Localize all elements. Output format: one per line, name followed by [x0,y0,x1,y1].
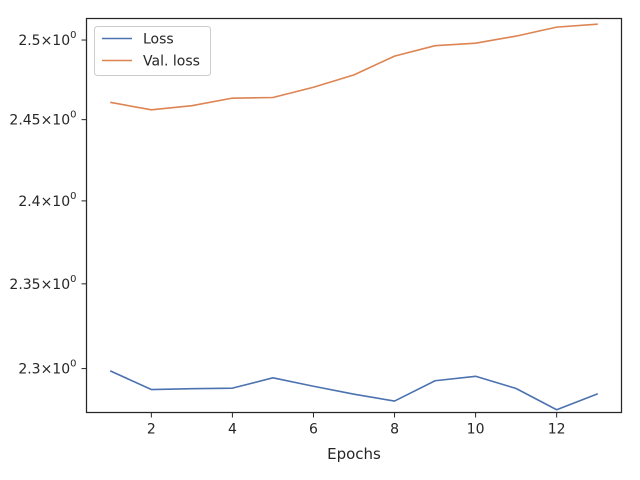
x-tick-label: 6 [309,422,318,438]
plot-frame [85,17,623,414]
series-lines [110,23,598,411]
y-tick-label: 2.35×100 [9,274,76,293]
y-tick-label: 2.5×100 [18,30,76,49]
x-tick-label: 10 [467,422,485,438]
y-tick-label: 2.3×100 [18,359,76,378]
series-line-val-loss [110,23,598,111]
legend-label-loss: Loss [143,32,174,48]
x-tick-label: 4 [228,422,237,438]
x-axis-title: Epochs [327,445,381,463]
x-tick-label: 12 [548,422,566,438]
x-axis-ticks: 2 4 6 8 10 12 [147,412,566,438]
x-tick-label: 2 [147,422,156,438]
y-axis-ticks: 2.3×100 2.35×100 2.4×100 2.45×100 2.5×100 [9,30,87,378]
legend-entries: Loss Val. loss [102,32,200,70]
legend: Loss Val. loss [94,26,211,76]
x-tick-label: 8 [390,422,399,438]
series-val-loss [110,23,598,111]
legend-label-val-loss: Val. loss [143,54,200,70]
y-tick-label: 2.45×100 [9,110,76,129]
series-line-loss [110,370,598,411]
y-tick-label: 2.4×100 [18,191,76,210]
series-loss [110,370,598,411]
